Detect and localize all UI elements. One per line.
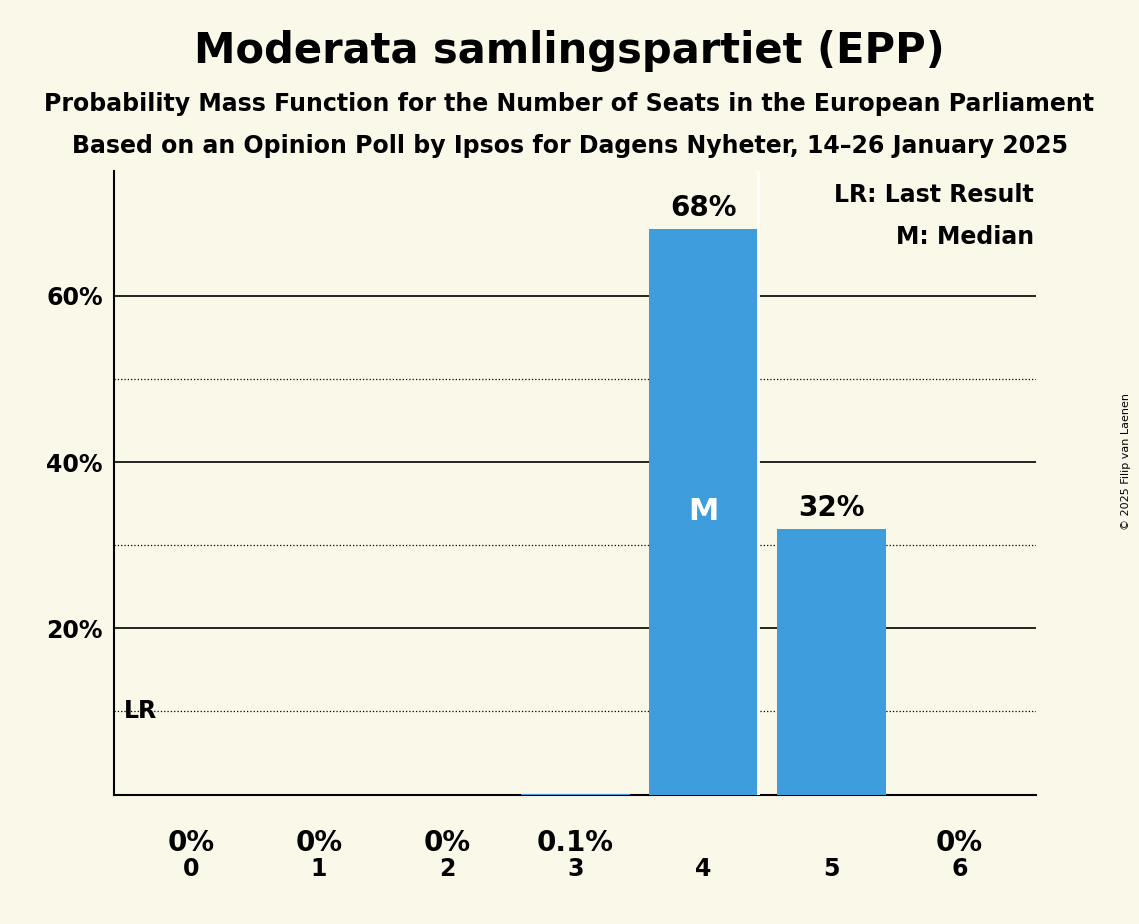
Bar bbox=[777, 529, 886, 795]
Text: Moderata samlingspartiet (EPP): Moderata samlingspartiet (EPP) bbox=[194, 30, 945, 71]
Text: LR: LR bbox=[124, 699, 157, 723]
Text: 68%: 68% bbox=[670, 194, 737, 223]
Text: M: Median: M: Median bbox=[895, 225, 1034, 249]
Bar bbox=[649, 229, 757, 795]
Text: Based on an Opinion Poll by Ipsos for Dagens Nyheter, 14–26 January 2025: Based on an Opinion Poll by Ipsos for Da… bbox=[72, 134, 1067, 158]
Text: © 2025 Filip van Laenen: © 2025 Filip van Laenen bbox=[1121, 394, 1131, 530]
Text: 0.1%: 0.1% bbox=[536, 829, 614, 857]
Text: LR: Last Result: LR: Last Result bbox=[834, 184, 1034, 207]
Text: M: M bbox=[688, 497, 719, 527]
Text: 0%: 0% bbox=[295, 829, 343, 857]
Text: Probability Mass Function for the Number of Seats in the European Parliament: Probability Mass Function for the Number… bbox=[44, 92, 1095, 116]
Text: 32%: 32% bbox=[798, 493, 865, 522]
Text: 0%: 0% bbox=[424, 829, 470, 857]
Text: 0%: 0% bbox=[167, 829, 214, 857]
Text: 0%: 0% bbox=[936, 829, 983, 857]
